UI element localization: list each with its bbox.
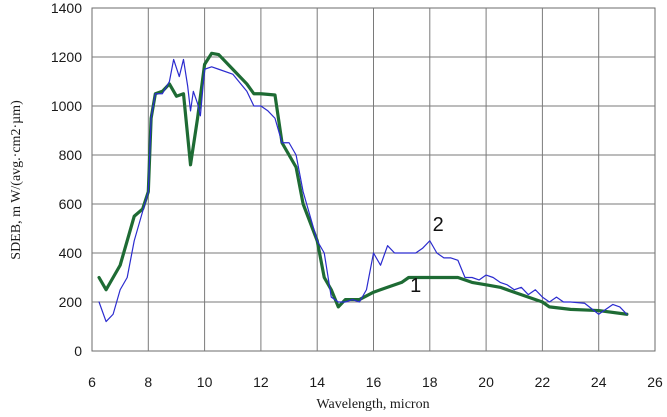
series-line-1	[97, 51, 629, 316]
series-annotations: 12	[410, 214, 444, 297]
y-tick-label: 800	[59, 147, 83, 163]
series-annotation-1: 1	[410, 275, 421, 297]
y-tick-label: 1000	[51, 98, 82, 114]
y-tick-label: 0	[74, 343, 82, 359]
x-tick-label: 14	[309, 374, 325, 390]
series-group	[97, 51, 629, 323]
x-tick-label: 12	[253, 374, 269, 390]
x-tick-label: 18	[422, 374, 438, 390]
x-tick-label: 6	[88, 374, 96, 390]
y-tick-label: 200	[59, 294, 83, 310]
y-tick-label: 1400	[51, 0, 82, 16]
x-axis-label: Wavelength, micron	[316, 397, 429, 412]
series-line-2	[98, 58, 628, 323]
x-tick-label: 8	[144, 374, 152, 390]
y-tick-label: 400	[59, 245, 83, 261]
x-tick-label: 24	[591, 374, 607, 390]
y-tick-label: 600	[59, 196, 83, 212]
y-tick-label: 1200	[51, 49, 82, 65]
x-tick-label: 22	[535, 374, 551, 390]
x-tick-label: 20	[478, 374, 494, 390]
x-tick-label: 26	[647, 374, 663, 390]
x-tick-label: 10	[197, 374, 213, 390]
x-tick-label: 16	[366, 374, 382, 390]
series-annotation-2: 2	[433, 214, 444, 236]
tick-labels: 6 8 10 12 14 16 18 20 22 24 2602004006008001000120…	[51, 0, 663, 390]
y-axis-label: SDEB, m W/(avg.·cm2·µm)	[9, 100, 24, 260]
